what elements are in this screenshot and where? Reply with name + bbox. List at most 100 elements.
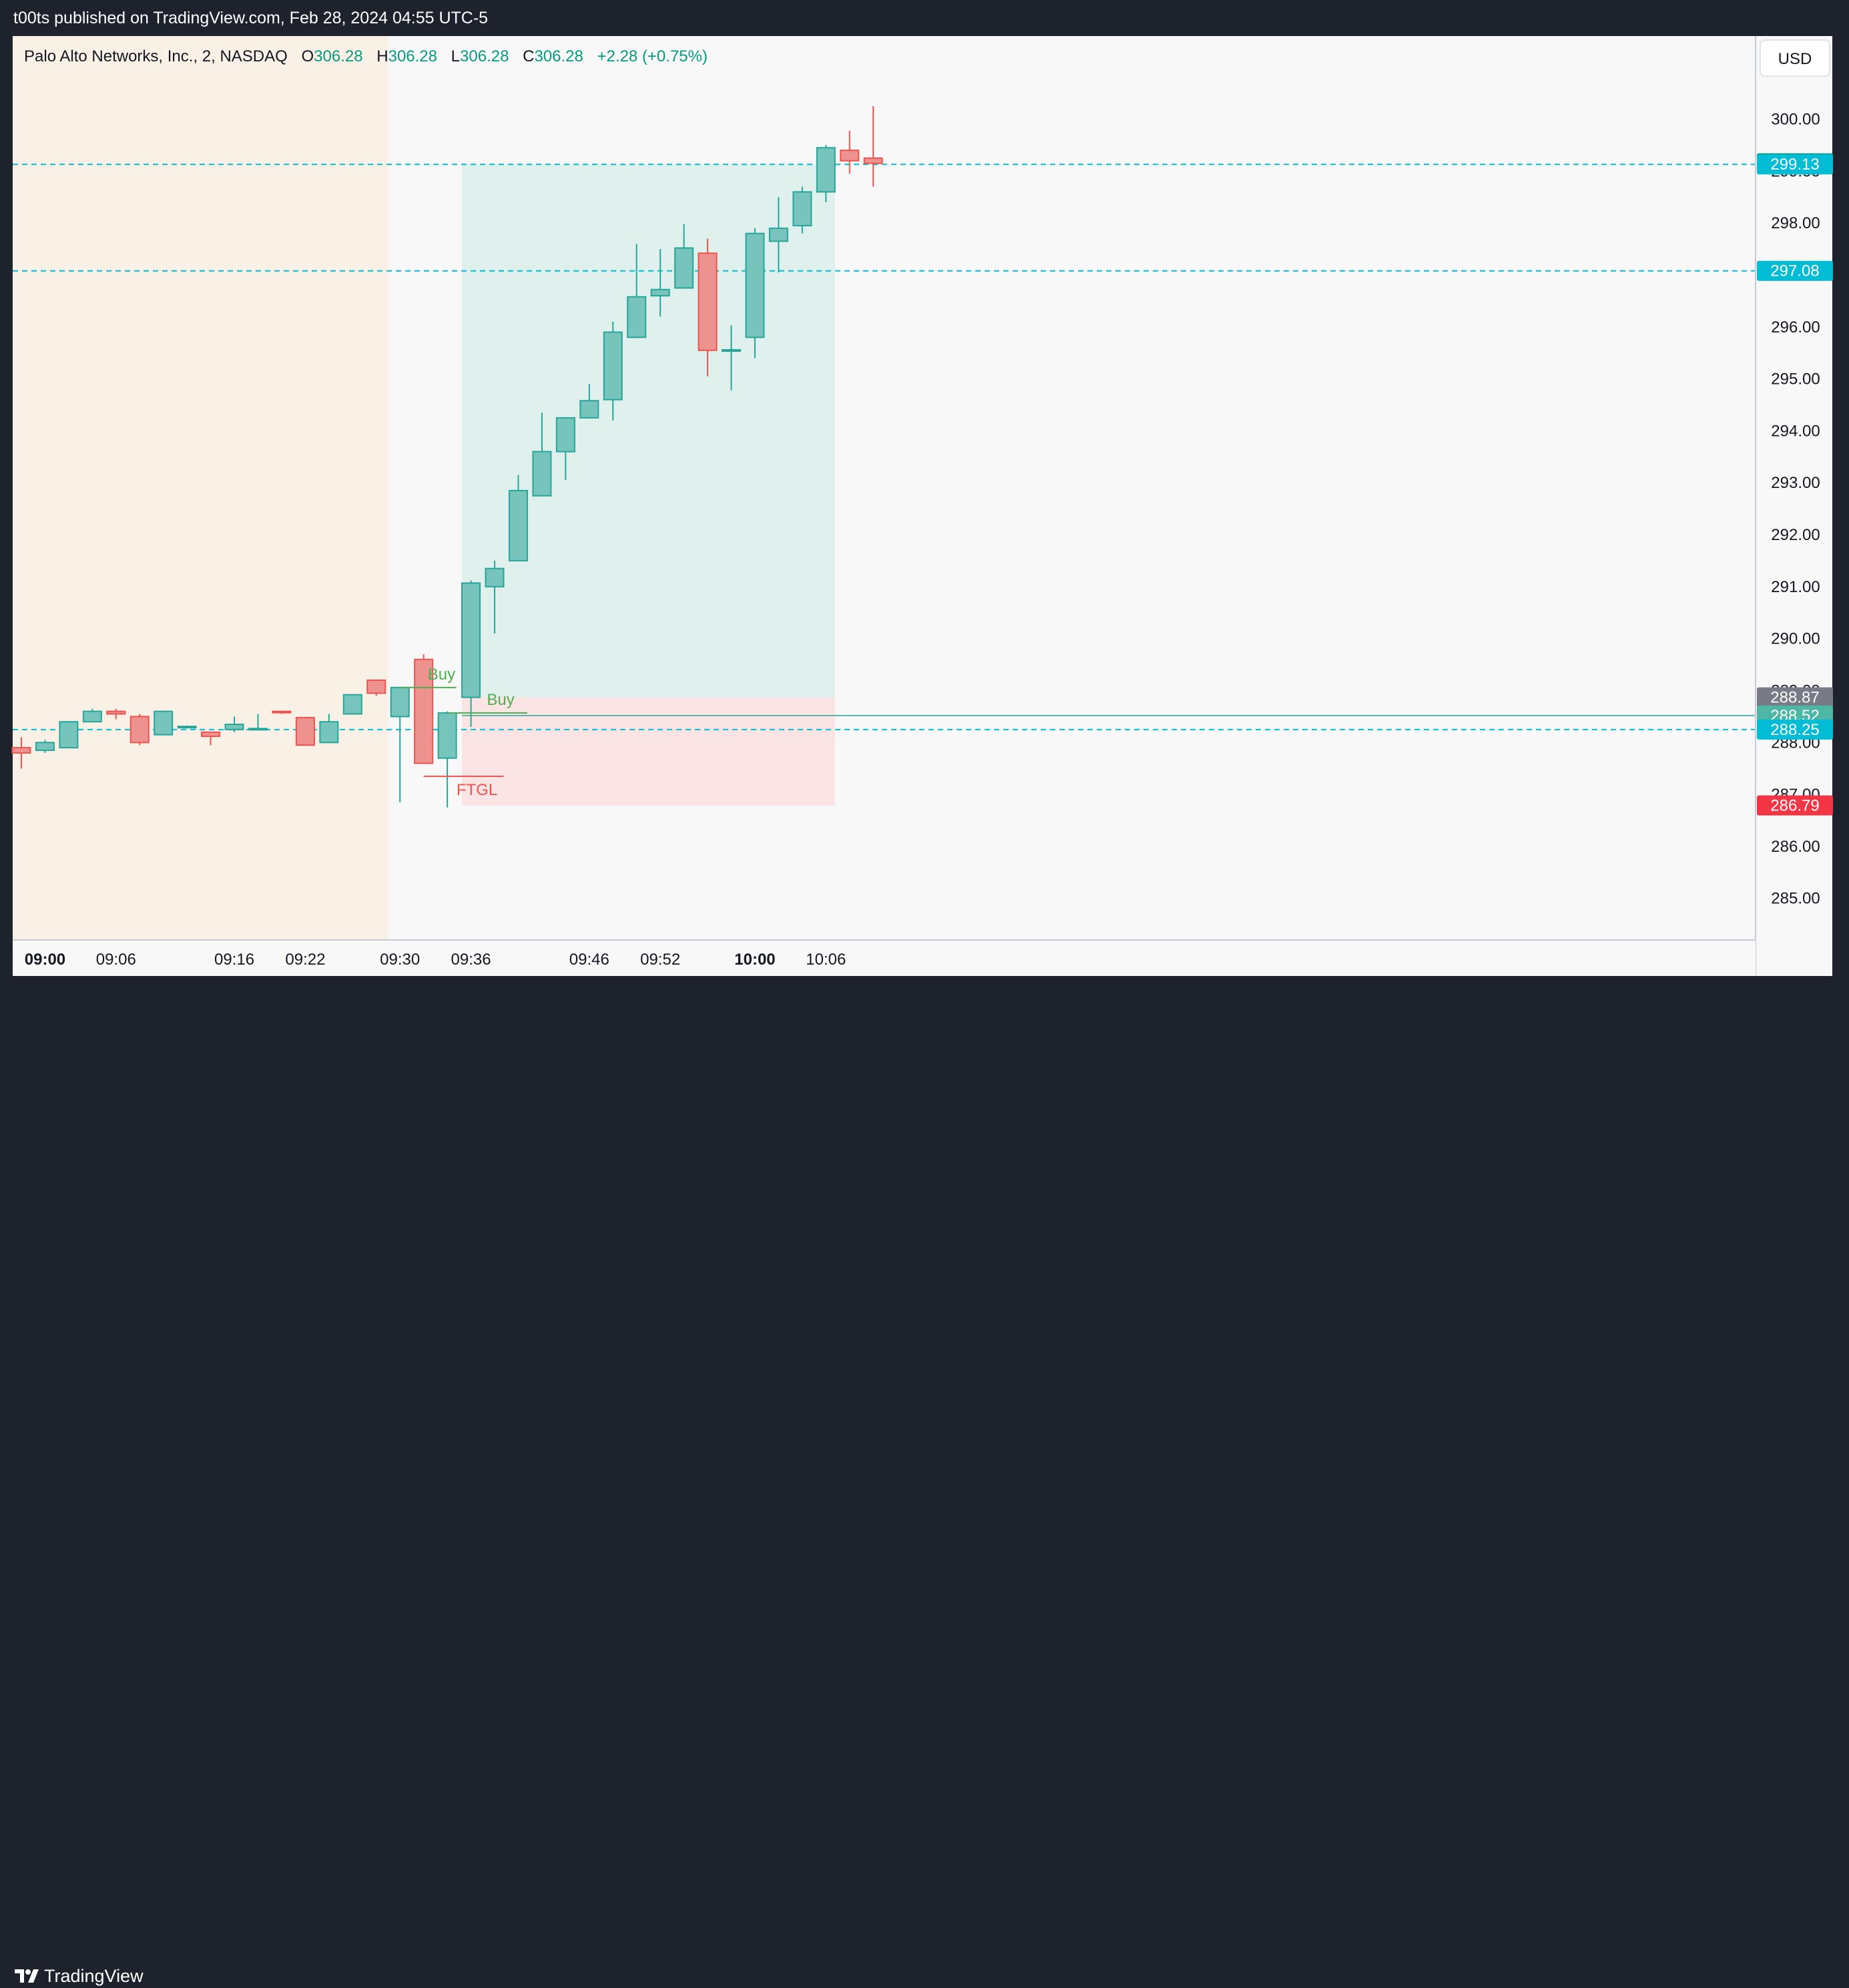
candle-body [437,712,457,759]
price-label[interactable]: 288.25 [1757,719,1833,740]
candle[interactable] [366,679,386,696]
candle-body [272,710,292,714]
price-label[interactable]: 297.08 [1757,260,1833,281]
candle[interactable] [816,145,836,203]
candle[interactable] [342,694,362,715]
candle[interactable] [698,238,718,377]
price-label[interactable]: 299.13 [1757,154,1833,175]
candle[interactable] [485,560,505,634]
candle[interactable] [11,737,31,769]
candle[interactable] [555,417,575,481]
candle[interactable] [603,321,623,421]
candle[interactable] [579,384,599,419]
candle[interactable] [863,106,883,187]
currency-button[interactable]: USD [1760,39,1830,77]
trade-annotation[interactable]: Buy [400,666,457,688]
candle[interactable] [248,714,268,731]
candle[interactable] [650,249,670,317]
candle[interactable] [224,716,244,732]
candle-body [201,731,221,737]
candle[interactable] [508,475,528,561]
price-label-text: 297.08 [1770,262,1819,280]
candle-body [816,147,836,193]
candle[interactable] [674,224,694,289]
candle[interactable] [201,731,221,746]
y-tick-label: 291.00 [1771,578,1820,596]
candle-body [768,227,788,242]
candle[interactable] [627,244,647,338]
price-axis-background [1756,36,1832,976]
currency-label: USD [1778,50,1812,68]
candle[interactable] [129,714,150,746]
candle-body [555,417,575,453]
candle[interactable] [106,708,126,720]
candle[interactable] [35,740,55,753]
svg-text:Palo Alto Networks, Inc., 2, N: Palo Alto Networks, Inc., 2, NASDAQ O306… [24,47,708,65]
candle[interactable] [82,708,102,723]
candle-body [863,157,883,164]
candle-body [224,724,244,730]
candle[interactable] [745,228,765,358]
candle[interactable] [272,710,292,714]
candle[interactable] [792,186,812,234]
price-label-badge [1757,687,1833,708]
legend-close-label: C [523,47,534,65]
footer: TradingView [0,976,1849,1986]
candle[interactable] [722,325,741,391]
candle-body [177,726,197,729]
x-tick-label: 09:36 [451,951,491,969]
price-label[interactable]: 286.79 [1757,795,1833,816]
profit-zone[interactable] [462,164,835,698]
candle-body [11,747,31,754]
candle[interactable] [532,413,552,497]
annotation-label: Buy [487,691,514,709]
candle[interactable] [390,686,410,802]
candle-body [792,191,812,227]
price-label[interactable]: 288.87 [1757,687,1833,708]
y-tick-label: 286.00 [1771,838,1820,856]
annotation-label: FTGL [457,781,497,799]
y-tick-label: 285.00 [1771,890,1820,908]
publish-header: t00ts published on TradingView.com, Feb … [0,0,1849,36]
tradingview-logo[interactable]: TradingView [13,1964,144,1988]
candle-body [461,582,481,698]
candle-body [414,658,434,764]
price-label-badge [1757,719,1833,740]
candle-body [82,710,102,723]
candle[interactable] [59,721,79,749]
trade-annotation[interactable]: FTGL [423,775,504,799]
candle-body [674,247,694,289]
x-tick-label: 09:52 [640,951,680,969]
x-tick-label: 09:16 [214,951,254,969]
candle[interactable] [414,654,434,764]
candle-body [154,710,174,736]
candle[interactable] [295,716,315,746]
candle[interactable] [319,714,339,744]
legend-change: +2.28 (+0.75%) [597,47,708,65]
price-label-badge [1757,154,1833,175]
candle[interactable] [177,725,197,729]
candle-body [603,331,623,401]
candle-body [248,728,268,731]
candle-body [129,716,150,744]
time-axis-background [13,941,1756,976]
candle[interactable] [768,197,788,273]
price-label-text: 299.13 [1770,156,1819,174]
x-tick-label: 09:30 [380,951,420,969]
candle[interactable] [461,580,481,727]
x-tick-label: 09:06 [96,951,136,969]
y-tick-label: 300.00 [1771,111,1820,129]
y-tick-label: 296.00 [1771,318,1820,336]
candle[interactable] [840,130,860,174]
candle-body [295,716,315,746]
legend-close-value: 306.28 [534,47,583,65]
trade-annotation[interactable]: Buy [447,691,527,714]
legend-low-label: L [451,47,460,65]
candle-body [627,296,647,338]
y-tick-label: 298.00 [1771,214,1820,232]
legend-high-value: 306.28 [388,47,437,65]
candle[interactable] [154,710,174,736]
legend-symbol: Palo Alto Networks, Inc., 2, NASDAQ [24,47,288,65]
candle-body [840,150,860,162]
